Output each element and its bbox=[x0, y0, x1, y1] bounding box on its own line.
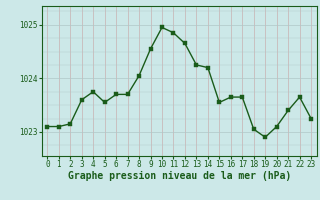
X-axis label: Graphe pression niveau de la mer (hPa): Graphe pression niveau de la mer (hPa) bbox=[68, 171, 291, 181]
